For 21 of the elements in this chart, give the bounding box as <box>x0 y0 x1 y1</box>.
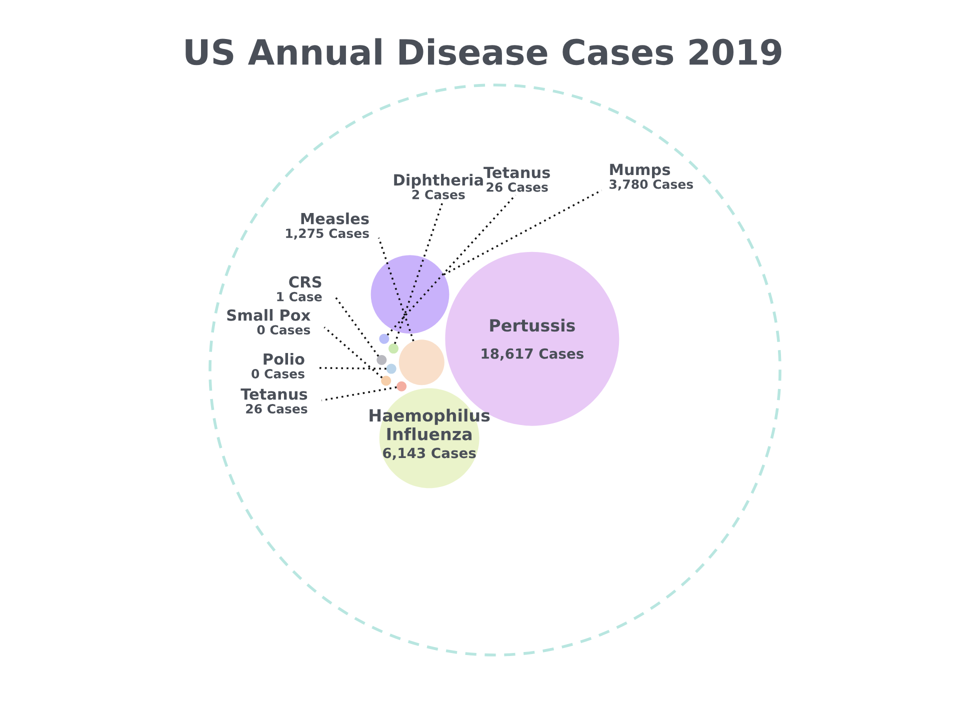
category-label: Tetanus <box>484 166 550 178</box>
category-label: Pertussis <box>490 318 575 332</box>
category-label: Mumps <box>610 164 670 178</box>
text: US Annual Disease Cases 2019 <box>186 38 782 66</box>
category-label: Polio <box>264 352 304 365</box>
category-label: Haemophilus Influenza <box>370 408 490 440</box>
category-label: Small Pox <box>227 309 310 321</box>
data-label: 6,143 Cases <box>383 448 476 460</box>
data-label: 0 Cases <box>252 368 304 378</box>
data-label: 26 Cases <box>246 404 308 414</box>
category-label: CRS <box>289 276 322 288</box>
category-label: Tetanus <box>240 388 308 400</box>
data-label: 26 Cases <box>486 182 548 192</box>
data-label: 1 Case <box>277 292 322 302</box>
category-label: Diphtheria <box>394 174 483 189</box>
data-label: 0 Cases <box>257 325 310 335</box>
data-label: 2 Cases <box>412 190 465 200</box>
data-label: 18,617 Cases <box>482 348 584 361</box>
category-label: Measles <box>301 212 369 224</box>
data-label: 1,275 Cases <box>286 228 369 240</box>
data-label: 3,780 Cases <box>610 179 693 191</box>
